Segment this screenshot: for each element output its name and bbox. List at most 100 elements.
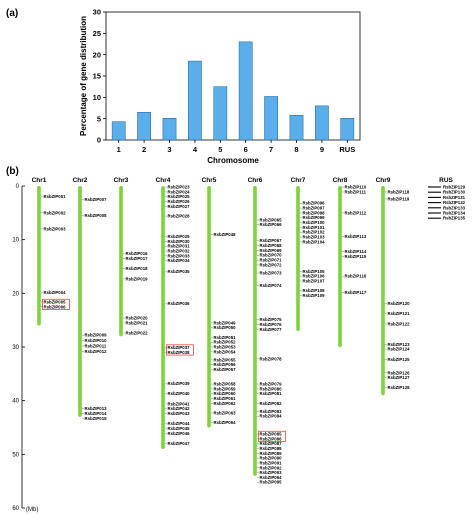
gene-label: RsbZIP084 — [260, 414, 283, 419]
gene-label: RsbZIP083 — [260, 409, 283, 414]
gene-label: RsbZIP013 — [85, 406, 108, 411]
gene-label: RsbZIP022 — [126, 331, 149, 336]
gene-label: RsbZIP103 — [303, 234, 326, 239]
gene-label: RsbZIP044 — [168, 421, 191, 426]
gene-label: RsbZIP094 — [260, 475, 283, 480]
gene-label: RsbZIP037 — [168, 345, 191, 350]
gene-label: RsbZIP085 — [260, 431, 283, 436]
gene-label: RsbZIP107 — [303, 278, 326, 283]
x-tick-label: 4 — [193, 145, 198, 154]
gene-label: RsbZIP033 — [168, 253, 191, 258]
gene-label: RsbZIP119 — [388, 196, 410, 201]
gene-label: RsbZIP081 — [260, 391, 283, 396]
y-tick-label: 10 — [93, 93, 101, 102]
rus-group: RUSRsbZIP129RsbZIP130RsbZIP131RsbZIP132R… — [428, 177, 466, 221]
gene-label: RsbZIP054 — [214, 349, 237, 354]
gene-label: RsbZIP090 — [260, 456, 283, 461]
bar-chart-y-axis: 0 5 10 15 20 25 30 — [93, 8, 106, 145]
bar-chart-bars — [111, 41, 355, 141]
chromosome-name: Chr2 — [73, 177, 88, 184]
gene-label: RsbZIP109 — [303, 293, 326, 298]
gene-label: RsbZIP073 — [260, 270, 283, 275]
chromosome-bar — [207, 186, 211, 428]
gene-label: RsbZIP112 — [345, 210, 367, 215]
x-tick-label: RUS — [339, 145, 355, 154]
gene-label: RsbZIP070 — [260, 253, 283, 258]
gene-label: RsbZIP120 — [388, 301, 411, 306]
gene-label: RsbZIP078 — [260, 356, 283, 361]
bar — [315, 105, 329, 141]
gene-label: RsbZIP093 — [260, 470, 283, 475]
gene-label: RsbZIP097 — [303, 206, 326, 211]
gene-label: RsbZIP089 — [260, 451, 283, 456]
x-tick-label: 9 — [320, 145, 324, 154]
gene-label: RsbZIP007 — [85, 197, 108, 202]
gene-label: RsbZIP050 — [214, 325, 237, 330]
gene-label: RsbZIP101 — [303, 225, 326, 230]
gene-label: RsbZIP001 — [44, 194, 67, 199]
gene-label: RsbZIP040 — [168, 391, 191, 396]
gene-label: RsbZIP057 — [214, 367, 237, 372]
gene-label: RsbZIP011 — [85, 343, 107, 348]
gene-label: RsbZIP066 — [260, 222, 283, 227]
x-tick-label: 6 — [244, 145, 248, 154]
chromosome-bar — [37, 186, 41, 326]
gene-label: RsbZIP058 — [214, 382, 237, 387]
gene-label: RsbZIP122 — [388, 321, 411, 326]
gene-label: RsbZIP108 — [303, 288, 326, 293]
gene-label: RsbZIP043 — [168, 411, 191, 416]
chromosome-name: Chr4 — [156, 177, 171, 184]
gene-label: RsbZIP118 — [388, 189, 410, 194]
scale-tick-label: 60 — [12, 506, 19, 512]
gene-label: RsbZIP069 — [260, 248, 283, 253]
gene-label: RsbZIP124 — [388, 347, 411, 352]
bar — [137, 112, 151, 141]
gene-label: RsbZIP041 — [168, 401, 191, 406]
gene-label: RsbZIP099 — [303, 215, 326, 220]
chromosome-name: Chr1 — [32, 177, 47, 184]
gene-label: RsbZIP126 — [388, 370, 411, 375]
gene-label: RsbZIP130 — [443, 190, 466, 195]
gene-label: RsbZIP004 — [44, 290, 67, 295]
gene-label: RsbZIP132 — [443, 200, 466, 205]
gene-label: RsbZIP059 — [214, 386, 237, 391]
gene-label: RsbZIP012 — [85, 349, 108, 354]
x-tick-label: 8 — [294, 145, 298, 154]
bar — [238, 41, 253, 141]
gene-label: RsbZIP046 — [168, 431, 191, 436]
bar-chart-x-label: Chromosome — [207, 156, 259, 165]
gene-label: RsbZIP096 — [303, 201, 326, 206]
gene-label: RsbZIP075 — [260, 317, 283, 322]
bar — [340, 117, 355, 141]
gene-label: RsbZIP031 — [168, 244, 191, 249]
gene-label: RsbZIP062 — [214, 401, 237, 406]
gene-label: RsbZIP128 — [388, 385, 411, 390]
gene-label: RsbZIP127 — [388, 375, 411, 380]
gene-label: RsbZIP051 — [214, 335, 237, 340]
highlight-box — [166, 344, 194, 356]
x-tick-label: 7 — [269, 145, 273, 154]
gene-label: RsbZIP008 — [85, 213, 108, 218]
gene-label: RsbZIP034 — [168, 258, 191, 263]
gene-label: RsbZIP092 — [260, 465, 283, 470]
gene-label: RsbZIP077 — [260, 327, 283, 332]
gene-label: RsbZIP027 — [168, 204, 191, 209]
chromosome-map-chromosomes: Chr1 RsbZIP001 RsbZIP002 RsbZIP003 RsbZIP004… — [32, 177, 410, 485]
gene-label: RsbZIP016 — [126, 251, 149, 256]
gene-label: RsbZIP071 — [260, 258, 283, 263]
highlight-box — [42, 298, 70, 310]
scale-tick-label: 50 — [12, 452, 19, 458]
gene-label: RsbZIP028 — [168, 214, 191, 219]
gene-label: RsbZIP047 — [168, 441, 191, 446]
gene-label: RsbZIP006 — [44, 304, 67, 309]
gene-label: RsbZIP060 — [214, 391, 237, 396]
gene-label: RsbZIP087 — [260, 441, 283, 446]
gene-label: RsbZIP102 — [303, 230, 326, 235]
highlight-box — [258, 430, 286, 442]
gene-label: RsbZIP106 — [303, 274, 326, 279]
scale-tick-label: 20 — [12, 291, 19, 297]
gene-label: RsbZIP113 — [345, 234, 367, 239]
gene-label: RsbZIP076 — [260, 322, 283, 327]
gene-label: RsbZIP074 — [260, 283, 283, 288]
